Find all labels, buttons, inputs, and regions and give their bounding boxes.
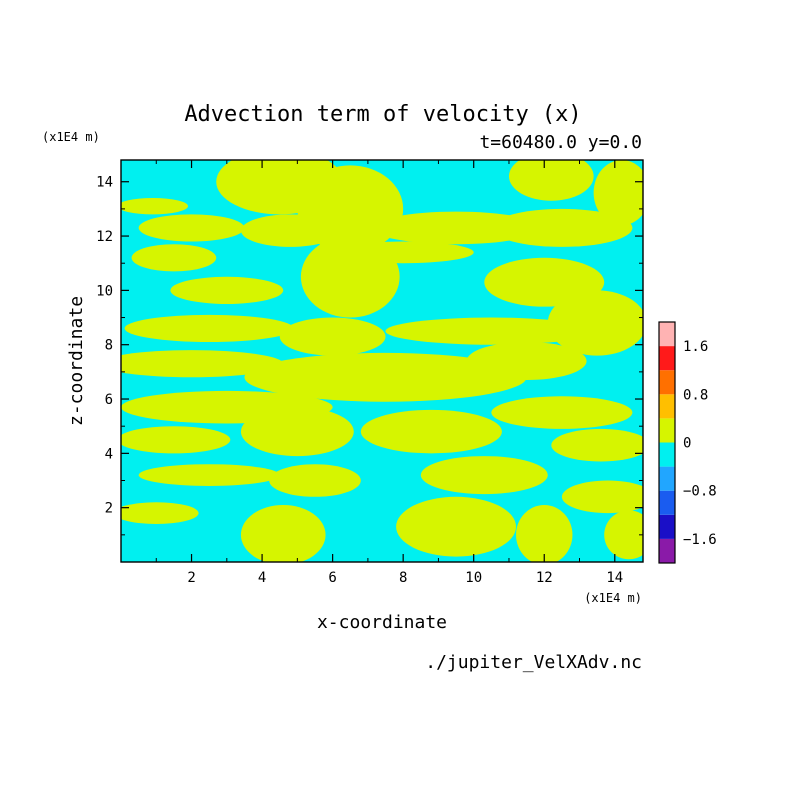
colorbar-tick-label: 0.8 — [683, 387, 708, 403]
positive-region-24 — [240, 407, 354, 457]
positive-region-23 — [121, 426, 231, 454]
x-tick-label: 12 — [536, 570, 553, 586]
colorbar-segment — [659, 394, 675, 419]
y-tick-label: 6 — [105, 392, 113, 408]
positive-region-9 — [131, 244, 217, 272]
colorbar-frame — [658, 321, 676, 564]
y-axis-label: z-coordinate — [66, 296, 87, 426]
chart-subtitle: t=60480.0 y=0.0 — [479, 132, 642, 153]
source-filename: ./jupiter_VelXAdv.nc — [425, 652, 642, 673]
positive-region-19 — [244, 352, 527, 402]
positive-region-25 — [360, 409, 502, 454]
x-tick-label: 4 — [258, 570, 266, 586]
y-axis-unit: (x1E4 m) — [42, 130, 100, 144]
positive-region-12 — [170, 276, 284, 304]
y-tick-label: 14 — [96, 175, 113, 191]
positive-region-11 — [332, 241, 474, 264]
plot-frame — [120, 159, 644, 563]
positive-region-31 — [121, 502, 199, 524]
chart-title: Advection term of velocity (x) — [184, 102, 581, 127]
positive-region-15 — [279, 317, 386, 356]
colorbar-segment — [659, 514, 675, 539]
positive-region-28 — [269, 464, 361, 497]
colorbar-tick-label: −0.8 — [683, 484, 717, 500]
y-tick-label: 12 — [96, 229, 113, 245]
colorbar-segment — [659, 322, 675, 347]
positive-region-30 — [561, 480, 643, 514]
positive-region-32 — [240, 504, 326, 562]
positive-region-5 — [138, 214, 245, 242]
positive-region-2 — [508, 160, 594, 201]
positive-region-22 — [491, 396, 633, 429]
x-axis: 2 4 6 8 10 12 14 — [155, 160, 623, 586]
positive-region-20 — [466, 341, 587, 381]
positive-region-14 — [124, 314, 294, 342]
positive-region-3 — [593, 160, 643, 226]
positive-region-29 — [420, 456, 548, 495]
colorbar-segment — [659, 346, 675, 371]
positive-region-33 — [396, 496, 517, 557]
y-tick-label: 4 — [105, 446, 113, 462]
positive-region-6 — [240, 214, 340, 247]
positive-region-17 — [547, 290, 643, 356]
positive-region-8 — [491, 208, 633, 247]
y-tick-label: 2 — [105, 501, 113, 517]
colorbar: 1.6 0.8 0 −0.8 −1.6 — [658, 321, 717, 564]
positive-region-27 — [138, 464, 280, 486]
positive-region-18 — [121, 350, 284, 378]
colorbar-tick-label: −1.6 — [683, 532, 717, 548]
colorbar-segment — [659, 538, 675, 563]
colorbar-segment — [659, 466, 675, 491]
x-tick-label: 14 — [606, 570, 623, 586]
colorbar-segment — [659, 370, 675, 395]
x-axis-unit: (x1E4 m) — [584, 591, 642, 605]
y-tick-label: 8 — [105, 338, 113, 354]
positive-region-4 — [121, 198, 189, 215]
x-axis-label: x-coordinate — [317, 612, 447, 633]
y-axis: 2 4 6 8 10 12 14 — [96, 175, 643, 536]
colorbar-tick-label: 1.6 — [683, 339, 708, 355]
positive-region-16 — [385, 317, 598, 345]
positive-region-35 — [604, 510, 643, 560]
colorbar-segment — [659, 418, 675, 443]
positive-region-26 — [551, 428, 643, 462]
positive-region-34 — [516, 504, 573, 562]
x-tick-label: 6 — [328, 570, 336, 586]
x-tick-label: 8 — [399, 570, 407, 586]
colorbar-tick-label: 0 — [683, 436, 691, 452]
x-tick-label: 10 — [465, 570, 482, 586]
colorbar-segment — [659, 442, 675, 467]
colorbar-segment — [659, 490, 675, 515]
y-tick-label: 10 — [96, 283, 113, 299]
x-tick-label: 2 — [187, 570, 195, 586]
contour-field — [121, 160, 643, 562]
